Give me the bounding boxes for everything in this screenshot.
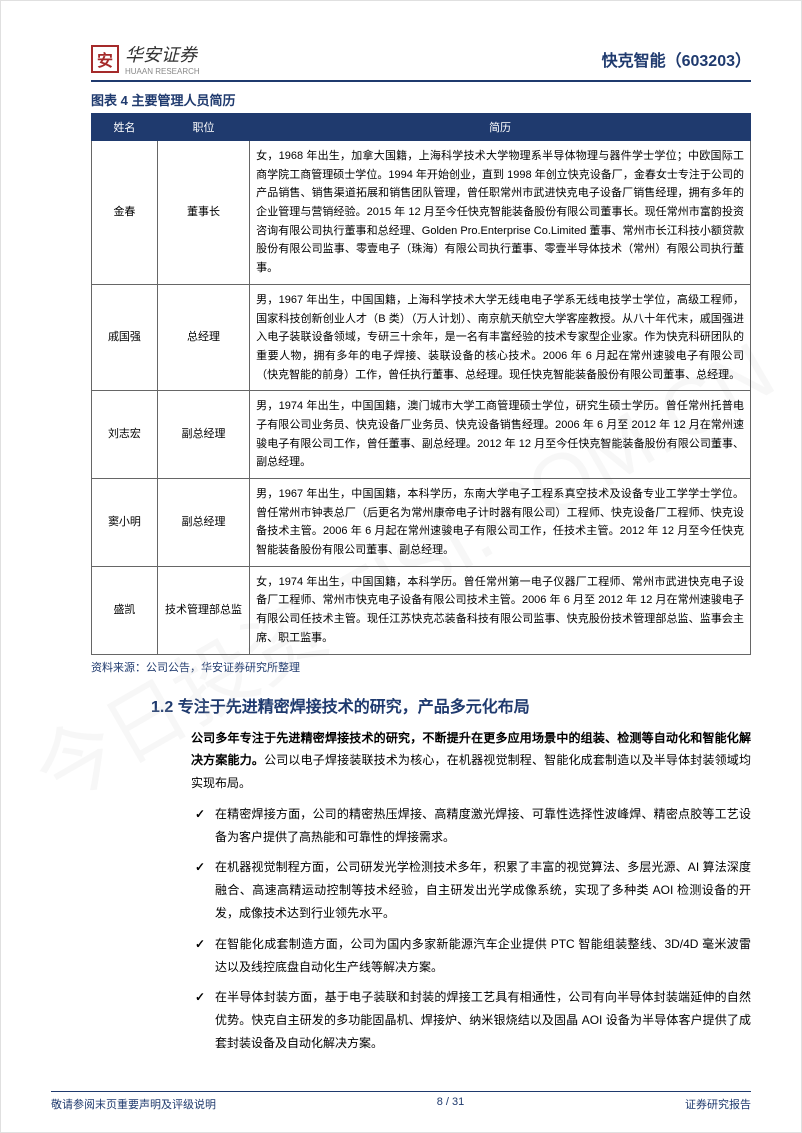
bullet-bold: 在机器视觉制程方面，	[215, 860, 336, 874]
table-row: 金春董事长女，1968 年出生，加拿大国籍，上海科学技术大学物理系半导体物理与器…	[92, 141, 751, 285]
logo-sub: HUAAN RESEARCH	[125, 67, 200, 76]
intro-paragraph: 公司多年专注于先进精密焊接技术的研究，不断提升在更多应用场景中的组装、检测等自动…	[191, 727, 751, 795]
table-row: 戚国强总经理男，1967 年出生，中国国籍，上海科学技术大学无线电电子学系无线电…	[92, 284, 751, 390]
bullet-item: 在智能化成套制造方面，公司为国内多家新能源汽车企业提供 PTC 智能组装整线、3…	[191, 933, 751, 979]
bullet-item: 在机器视觉制程方面，公司研发光学检测技术多年，积累了丰富的视觉算法、多层光源、A…	[191, 856, 751, 924]
table-row: 盛凯技术管理部总监女，1974 年出生，中国国籍，本科学历。曾任常州第一电子仪器…	[92, 566, 751, 654]
table-header-cell: 简历	[250, 114, 751, 141]
bullet-item: 在精密焊接方面，公司的精密热压焊接、高精度激光焊接、可靠性选择性波峰焊、精密点胶…	[191, 803, 751, 849]
cell-bio: 女，1968 年出生，加拿大国籍，上海科学技术大学物理系半导体物理与器件学士学位…	[250, 141, 751, 285]
logo-text: 华安证券	[125, 41, 200, 67]
page-footer: 敬请参阅末页重要声明及评级说明 8 / 31 证券研究报告	[51, 1091, 751, 1112]
table-row: 刘志宏副总经理男，1974 年出生，中国国籍，澳门城市大学工商管理硕士学位，研究…	[92, 391, 751, 479]
cell-title: 总经理	[157, 284, 249, 390]
footer-page: 8 / 31	[437, 1096, 465, 1112]
logo: 安 华安证券 HUAAN RESEARCH	[91, 41, 200, 76]
section-title: 1.2 专注于先进精密焊接技术的研究，产品多元化布局	[151, 693, 751, 717]
table-row: 窦小明副总经理男，1967 年出生，中国国籍，本科学历，东南大学电子工程系真空技…	[92, 479, 751, 567]
cell-name: 刘志宏	[92, 391, 158, 479]
footer-right: 证券研究报告	[685, 1096, 751, 1112]
table-header-cell: 职位	[157, 114, 249, 141]
table-header-cell: 姓名	[92, 114, 158, 141]
cell-title: 董事长	[157, 141, 249, 285]
bullet-bold: 在精密焊接方面，	[215, 807, 312, 821]
bullet-bold: 在半导体封装方面，	[215, 990, 325, 1004]
cell-bio: 女，1974 年出生，中国国籍，本科学历。曾任常州第一电子仪器厂工程师、常州市武…	[250, 566, 751, 654]
stock-name: 快克智能（603203）	[602, 47, 751, 71]
figure-title: 图表 4 主要管理人员简历	[91, 90, 751, 109]
cell-title: 技术管理部总监	[157, 566, 249, 654]
cell-bio: 男，1974 年出生，中国国籍，澳门城市大学工商管理硕士学位，研究生硕士学历。曾…	[250, 391, 751, 479]
cell-name: 窦小明	[92, 479, 158, 567]
cell-name: 金春	[92, 141, 158, 285]
cell-name: 戚国强	[92, 284, 158, 390]
intro-rest: 公司以电子焊接装联技术为核心，在机器视觉制程、智能化成套制造以及半导体封装领域均…	[191, 753, 751, 790]
cell-title: 副总经理	[157, 391, 249, 479]
page-header: 安 华安证券 HUAAN RESEARCH 快克智能（603203）	[91, 41, 751, 82]
cell-name: 盛凯	[92, 566, 158, 654]
cell-title: 副总经理	[157, 479, 249, 567]
cell-bio: 男，1967 年出生，中国国籍，本科学历，东南大学电子工程系真空技术及设备专业工…	[250, 479, 751, 567]
bullet-bold: 在智能化成套制造方面，	[215, 937, 350, 951]
logo-icon: 安	[91, 45, 119, 73]
management-table: 姓名职位简历 金春董事长女，1968 年出生，加拿大国籍，上海科学技术大学物理系…	[91, 113, 751, 655]
bullet-item: 在半导体封装方面，基于电子装联和封装的焊接工艺具有相通性，公司有向半导体封装端延…	[191, 986, 751, 1054]
cell-bio: 男，1967 年出生，中国国籍，上海科学技术大学无线电电子学系无线电技学士学位，…	[250, 284, 751, 390]
footer-left: 敬请参阅末页重要声明及评级说明	[51, 1096, 216, 1112]
table-source: 资料来源：公司公告，华安证券研究所整理	[91, 659, 751, 675]
